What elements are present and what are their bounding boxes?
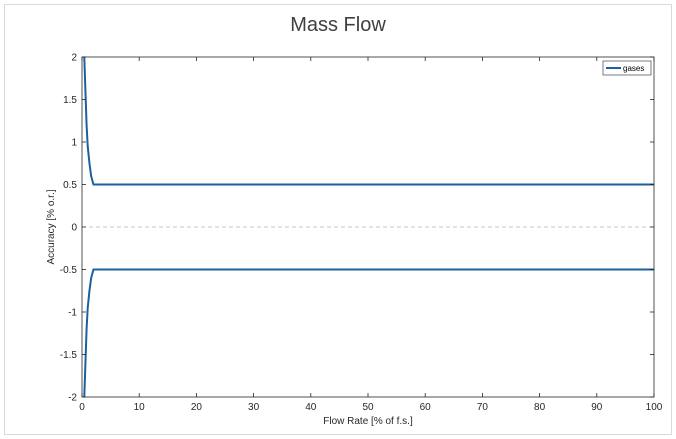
x-tick-label: 10 — [134, 402, 146, 413]
legend: gases — [602, 60, 652, 76]
y-tick-label: -1 — [68, 308, 77, 319]
y-tick-label: 0 — [71, 223, 77, 234]
y-tick-label: 2 — [71, 53, 77, 64]
y-tick-label: -2 — [68, 393, 77, 404]
series-line-lower — [83, 268, 654, 398]
y-tick-label: -1.5 — [60, 350, 78, 361]
x-tick-label: 40 — [305, 402, 317, 413]
x-tick-label: 50 — [362, 402, 374, 413]
x-tick-label: 80 — [534, 402, 546, 413]
x-tick-label: 90 — [591, 402, 603, 413]
x-tick-label: 0 — [79, 402, 85, 413]
y-tick-label: 1 — [71, 138, 77, 149]
legend-label: gases — [623, 64, 644, 73]
x-tick-label: 100 — [646, 402, 663, 413]
chart-title: Mass Flow — [290, 14, 386, 36]
y-axis-label: Accuracy [% o.r.] — [46, 189, 57, 264]
y-axis-ticks: 2 1.5 1 0.5 0 -0.5 -1 -1.5 -2 — [60, 53, 654, 404]
series-group — [83, 56, 654, 398]
y-tick-label: 0.5 — [63, 180, 77, 191]
y-tick-label: -0.5 — [60, 265, 78, 276]
x-axis-label: Flow Rate [% of f.s.] — [323, 416, 413, 427]
series-line-upper — [83, 56, 654, 186]
y-tick-label: 1.5 — [63, 95, 77, 106]
x-axis-ticks: 0 10 20 30 40 50 60 70 80 90 100 — [79, 57, 663, 413]
x-tick-label: 70 — [477, 402, 489, 413]
legend-box — [602, 60, 652, 76]
x-tick-label: 60 — [420, 402, 432, 413]
x-tick-label: 30 — [248, 402, 260, 413]
x-tick-label: 20 — [191, 402, 203, 413]
